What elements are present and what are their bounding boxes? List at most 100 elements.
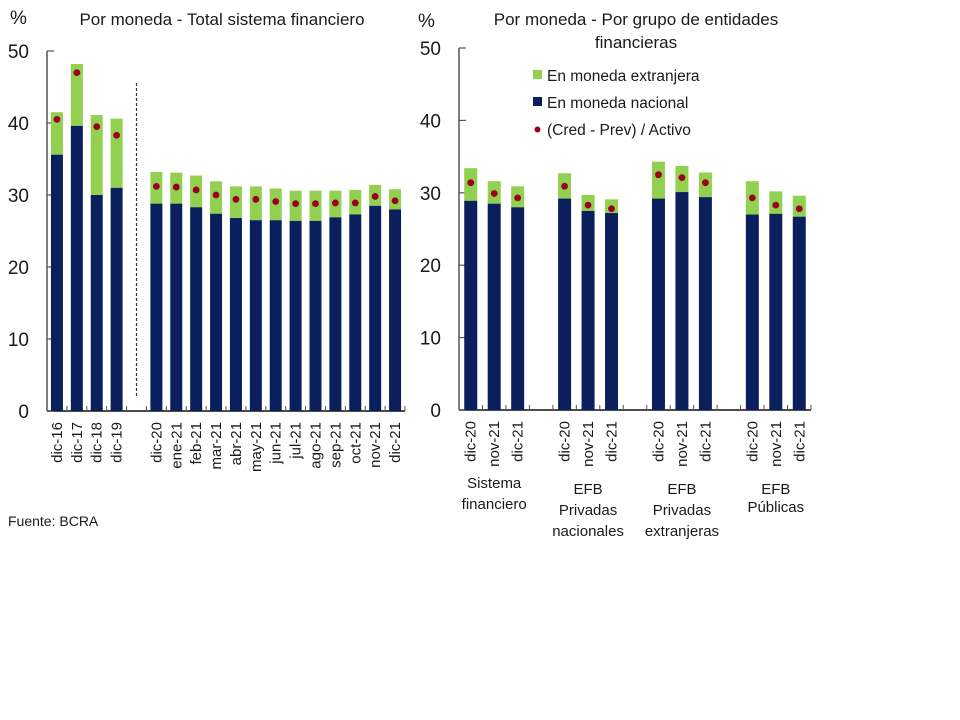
dot-g3-nov-21 — [772, 201, 780, 209]
x-label-sep-21: sep-21 — [327, 422, 344, 468]
x-label-g0-nov-21: nov-21 — [486, 421, 503, 467]
dot-jul-21 — [292, 200, 300, 208]
legend-swatch-foreign — [533, 70, 542, 79]
bar-national-ene-21 — [170, 203, 183, 411]
dot-nov-21 — [371, 193, 379, 200]
x-label-oct-21: oct-21 — [347, 422, 364, 464]
x-label-g2-dic-20: dic-20 — [650, 421, 667, 462]
bar-national-oct-21 — [349, 214, 362, 411]
legend-label-dot: (Cred - Prev) / Activo — [547, 122, 691, 139]
bar-national-g1-nov-21 — [581, 210, 595, 410]
bar-national-g2-dic-20 — [651, 198, 665, 410]
bar-national-g3-dic-20 — [745, 214, 759, 410]
dot-g2-nov-21 — [678, 174, 686, 181]
x-label-abr-21: abr-21 — [228, 422, 245, 465]
bar-foreign-dic-18 — [90, 115, 103, 195]
dot-g2-dic-20 — [655, 171, 662, 179]
x-label-jun-21: jun-21 — [268, 422, 285, 465]
dot-g0-nov-21 — [490, 190, 498, 197]
x-label-g2-dic-21: dic-21 — [697, 421, 714, 462]
legend-swatch-national — [533, 97, 542, 106]
x-label-dic-18: dic-18 — [89, 422, 106, 463]
dot-jun-21 — [272, 198, 280, 205]
dot-g1-nov-21 — [584, 201, 592, 209]
group-label-1-line-2: nacionales — [552, 523, 624, 540]
dot-dic-16 — [53, 116, 61, 123]
x-label-g1-nov-21: nov-21 — [580, 421, 597, 467]
bar-national-jun-21 — [269, 220, 282, 411]
dot-ago-21 — [312, 200, 319, 208]
bar-national-g3-dic-21 — [792, 216, 806, 410]
group-label-3-line-0: EFB — [761, 481, 790, 498]
left-chart-title: Por moneda - Total sistema financiero — [79, 10, 364, 29]
bar-national-sep-21 — [329, 217, 342, 411]
left-y-tick-label: 30 — [8, 186, 29, 207]
x-label-g3-dic-20: dic-20 — [744, 421, 761, 462]
bar-national-g0-dic-20 — [464, 200, 478, 410]
source-note: Fuente: BCRA — [8, 513, 99, 529]
dot-dic-19 — [113, 131, 121, 139]
x-label-g3-dic-21: dic-21 — [791, 421, 808, 462]
dot-g2-dic-21 — [702, 179, 709, 187]
x-label-dic-20: dic-20 — [148, 422, 165, 463]
group-label-0-line-0: Sistema — [467, 475, 522, 492]
bar-national-may-21 — [249, 220, 262, 411]
group-label-1-line-1: Privadas — [559, 502, 617, 519]
left-chart: % Por moneda - Total sistema financiero … — [8, 8, 406, 472]
bar-national-g0-nov-21 — [487, 203, 501, 410]
x-label-g1-dic-20: dic-20 — [557, 421, 574, 462]
bar-national-g1-dic-20 — [558, 198, 572, 410]
bar-national-ago-21 — [309, 220, 322, 411]
x-label-g0-dic-20: dic-20 — [463, 421, 480, 462]
legend-label-national: En moneda nacional — [547, 95, 688, 112]
dot-g3-dic-21 — [795, 205, 803, 213]
right-y-tick-label: 30 — [420, 184, 441, 205]
right-y-tick-label: 10 — [420, 329, 441, 350]
dot-dic-18 — [93, 123, 101, 130]
bar-national-dic-17 — [70, 125, 83, 411]
dot-sep-21 — [331, 199, 339, 207]
bar-foreign-dic-16 — [50, 112, 63, 155]
bar-foreign-dic-17 — [70, 63, 83, 126]
right-chart-title-line-1: Por moneda - Por grupo de entidades — [494, 10, 778, 29]
left-y-unit-label: % — [10, 8, 27, 29]
x-label-ago-21: ago-21 — [308, 422, 325, 469]
x-label-dic-21: dic-21 — [387, 422, 404, 463]
dot-g1-dic-20 — [561, 182, 568, 190]
x-label-ene-21: ene-21 — [168, 422, 185, 469]
x-label-g3-nov-21: nov-21 — [768, 421, 785, 467]
bar-national-dic-21 — [389, 209, 402, 411]
legend-label-foreign: En moneda extranjera — [547, 68, 700, 85]
dot-g0-dic-21 — [514, 194, 522, 202]
bar-national-feb-21 — [190, 207, 203, 411]
group-label-0-line-1: financiero — [462, 496, 527, 513]
group-label-2-line-2: extranjeras — [645, 523, 719, 540]
dot-g0-dic-20 — [467, 179, 475, 187]
left-y-tick-label: 10 — [8, 330, 29, 351]
x-label-mar-21: mar-21 — [208, 422, 225, 470]
right-chart-title-line-2: financieras — [595, 33, 677, 52]
group-label-2-line-1: Privadas — [653, 502, 711, 519]
bar-national-dic-16 — [50, 154, 63, 411]
x-label-nov-21: nov-21 — [367, 422, 384, 468]
x-label-feb-21: feb-21 — [188, 422, 205, 465]
right-chart: % Por moneda - Por grupo de entidades fi… — [418, 10, 812, 540]
dot-g1-dic-21 — [608, 205, 615, 213]
x-label-jul-21: jul-21 — [288, 422, 305, 460]
dot-may-21 — [252, 195, 260, 203]
left-y-tick-label: 50 — [8, 42, 29, 63]
bar-national-abr-21 — [229, 218, 242, 411]
right-y-tick-label: 0 — [430, 401, 441, 422]
bar-national-g2-nov-21 — [675, 192, 689, 410]
dot-abr-21 — [232, 195, 240, 203]
bar-foreign-g2-dic-20 — [651, 161, 665, 199]
dot-dic-21 — [391, 197, 399, 205]
left-y-tick-label: 20 — [8, 258, 29, 279]
x-label-dic-17: dic-17 — [69, 422, 86, 463]
group-label-1-line-0: EFB — [573, 481, 602, 498]
left-y-tick-label: 0 — [18, 402, 29, 423]
legend-swatch-dot — [534, 126, 541, 133]
bar-national-mar-21 — [210, 213, 223, 411]
right-y-tick-label: 40 — [420, 111, 441, 132]
